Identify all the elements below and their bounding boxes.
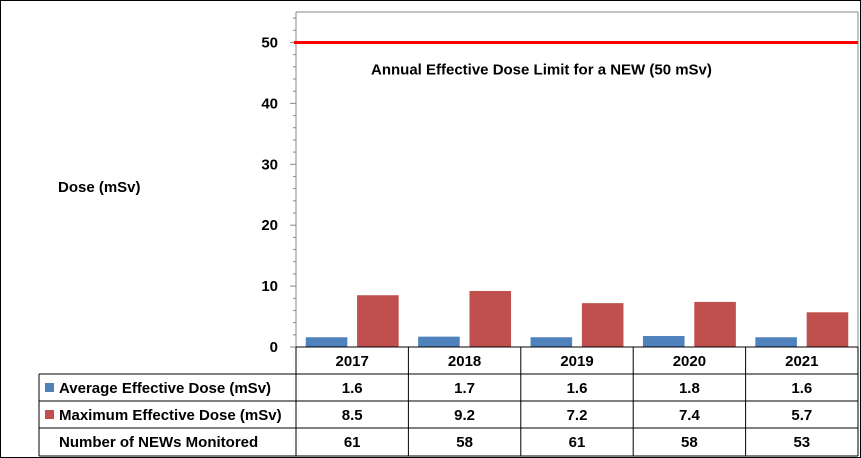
- news-monitored-value: 58: [681, 434, 698, 451]
- dose-limit-label: Annual Effective Dose Limit for a NEW (5…: [371, 61, 712, 78]
- average-dose-legend-key: [45, 383, 54, 392]
- average-dose-value: 1.7: [454, 380, 475, 397]
- news-monitored-value: 61: [344, 434, 361, 451]
- annotations: Annual Effective Dose Limit for a NEW (5…: [294, 40, 858, 78]
- maximum-dose-value: 7.4: [679, 407, 701, 424]
- maximum-dose-value: 7.2: [567, 407, 588, 424]
- maximum-dose-value: 8.5: [342, 407, 363, 424]
- average-dose-bar: [305, 337, 348, 347]
- y-tick-label: 30: [261, 156, 278, 173]
- y-tick-label: 50: [261, 34, 278, 51]
- x-category-label: 2019: [560, 353, 593, 370]
- maximum-dose-bar: [357, 295, 399, 347]
- average-dose-value: 1.8: [679, 380, 700, 397]
- y-tick-label: 10: [261, 278, 278, 295]
- maximum-dose-row-label: Maximum Effective Dose (mSv): [59, 407, 282, 424]
- axes: 0 10 20 30 40 50 Dose (mSv): [58, 11, 859, 356]
- average-dose-bar: [755, 337, 797, 347]
- y-tick-label: 20: [261, 217, 278, 234]
- average-dose-value: 1.6: [342, 380, 363, 397]
- y-axis-label: Dose (mSv): [58, 179, 141, 196]
- average-dose-value: 1.6: [791, 380, 812, 397]
- average-dose-bar: [642, 336, 685, 347]
- y-tick-label: 0: [270, 339, 278, 356]
- maximum-dose-bar: [694, 301, 736, 347]
- news-monitored-value: 61: [569, 434, 586, 451]
- average-dose-row-label: Average Effective Dose (mSv): [59, 380, 271, 397]
- maximum-dose-bar: [806, 312, 849, 347]
- maximum-dose-value: 9.2: [454, 407, 475, 424]
- news-monitored-value: 58: [456, 434, 473, 451]
- news-monitored-row-label: Number of NEWs Monitored: [59, 434, 258, 451]
- x-category-label: 2020: [673, 353, 706, 370]
- maximum-dose-legend-key: [45, 410, 54, 419]
- maximum-dose-bar: [581, 303, 624, 347]
- data-table: 2017 2018 2019 2020 2021 Average Effective Do…: [38, 346, 859, 457]
- x-category-label: 2017: [336, 353, 369, 370]
- average-dose-bar: [418, 336, 460, 347]
- x-category-label: 2018: [448, 353, 481, 370]
- news-monitored-value: 53: [793, 434, 810, 451]
- y-tick-label: 40: [261, 95, 278, 112]
- maximum-dose-value: 5.7: [791, 407, 812, 424]
- average-dose-value: 1.6: [567, 380, 588, 397]
- maximum-dose-bar: [469, 290, 512, 347]
- x-category-label: 2021: [785, 353, 818, 370]
- bars: [305, 290, 849, 347]
- average-dose-bar: [530, 337, 573, 347]
